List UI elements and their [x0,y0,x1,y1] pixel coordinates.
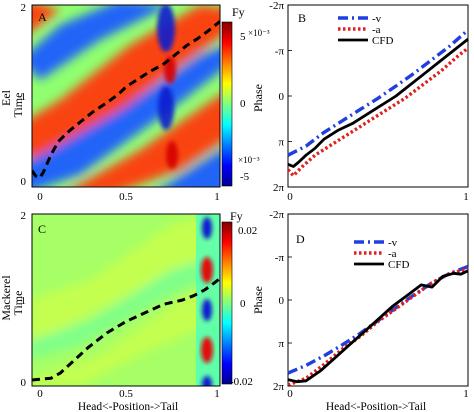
panel-c: C 2 1 0 0 0.5 1 Mackerel Time Head<-Posi… [0,210,221,412]
heatmap-a-ytick-1: 1 [21,91,27,103]
phase-d-series-1-line [287,267,469,387]
phase-d-ytick-2: 0 [279,295,285,307]
phase-b-series-0-line [287,28,470,157]
phase-b-ytick-0: -2π [269,0,284,12]
phase-b-legend-label-0: -v [372,13,382,25]
heatmap-c-field [32,214,220,386]
colorbar-a-tick-mid: 0 [240,98,246,110]
phase-d-legend-label-0: -v [388,237,398,249]
colorbar-c: Fy 0.02 0 -0.02 [221,209,257,388]
phase-b-legend-label-2: CFD [372,35,393,47]
panel-d: D Phase -2π -π 0 π 2π 0 1 Head<-Position->Ta… [251,209,469,412]
phase-d-ytick-3: π [278,338,284,350]
heatmap-a-xtick-0: 0 [37,191,43,203]
panel-d-label: D [296,232,305,246]
phase-d-xtick-0: 0 [287,388,293,400]
colorbar-a-exp-bottom: ×10⁻³ [238,155,260,165]
heatmap-c-frame [31,213,221,387]
heatmap-c-ytick-2: 2 [21,210,27,222]
colorbar-c-tick-mid: 0 [240,298,246,310]
phase-b-ylabel: Phase [251,84,265,112]
panel-b-label: B [298,11,306,25]
heatmap-c-ytick-1: 1 [21,295,27,307]
colorbar-a: Fy ×10⁻³ 5 0 ×10⁻³ -5 [221,5,270,187]
panel-a: A 2 1 0 0 0.5 1 Eel Time [0,2,221,203]
phase-d-yticks: -2π -π 0 π 2π [269,209,292,393]
panel-a-label: A [38,10,47,24]
phase-d-ytick-0: -2π [269,209,284,221]
heatmap-a-frame [31,4,221,188]
phase-d-ylabel: Phase [251,286,265,314]
phase-b-xtick-1: 1 [463,191,469,203]
colorbar-c-bar [221,221,233,385]
heatmap-a-field [32,5,220,187]
heatmap-a-xtick-2: 1 [214,191,220,203]
colorbar-a-bar [221,21,233,187]
phase-b-ytick-2: 0 [279,91,285,103]
phase-b-ytick-3: π [278,137,284,149]
phase-b-ytick-1: -π [275,46,285,58]
heatmap-c-xtick-2: 1 [214,388,220,400]
colorbar-a-title: Fy [232,5,245,19]
colorbar-c-tick-bottom: -0.02 [230,376,253,388]
heatmap-a-ytick-2: 2 [21,2,27,14]
row-label-mackerel: Mackerel [0,275,13,321]
phase-b-lines [286,28,470,178]
heatmap-c-ylabel: Time [11,291,25,316]
phase-b-series-1-line [286,46,470,178]
phase-b-series-2-line [287,38,469,168]
colorbar-a-tick-bottom: -5 [240,171,250,183]
heatmap-c-ytick-0: 0 [21,377,27,389]
phase-b-ytick-4: 2π [273,182,285,194]
phase-d-legend-label-2: CFD [388,259,409,271]
phase-d-ytick-1: -π [275,252,285,264]
colorbar-a-exp-top: ×10⁻³ [248,28,270,38]
figure-xlabel-right: Head<-Position->Tail [326,401,426,412]
heatmap-c-xtick-1: 0.5 [119,388,133,400]
heatmap-c-tail-blobs [201,217,213,386]
phase-d-xtick-1: 1 [463,388,469,400]
phase-b-yticks: -2π -π 0 π 2π [269,0,292,194]
heatmap-a-ylabel: Time [11,93,25,118]
panel-c-label: C [38,222,46,236]
phase-d-lines [287,264,469,387]
heatmap-a-xtick-1: 0.5 [119,191,133,203]
phase-b-xtick-0: 0 [287,191,293,203]
phase-d-legend-label-1: -a [388,248,397,260]
row-label-eel: Eel [0,89,13,106]
phase-b-legend-label-1: -a [372,24,381,36]
colorbar-c-title: Fy [230,209,243,223]
phase-d-series-2-line [287,269,469,384]
colorbar-a-tick-top: 5 [240,31,246,43]
phase-d-ytick-4: 2π [273,381,285,393]
heatmap-a-dashed-curve [32,20,220,180]
figure-xlabel-left: Head<-Position->Tail [78,401,178,412]
colorbar-c-tick-top: 0.02 [238,225,257,237]
heatmap-c-xtick-0: 0 [37,388,43,400]
heatmap-a-ytick-0: 0 [21,176,27,188]
